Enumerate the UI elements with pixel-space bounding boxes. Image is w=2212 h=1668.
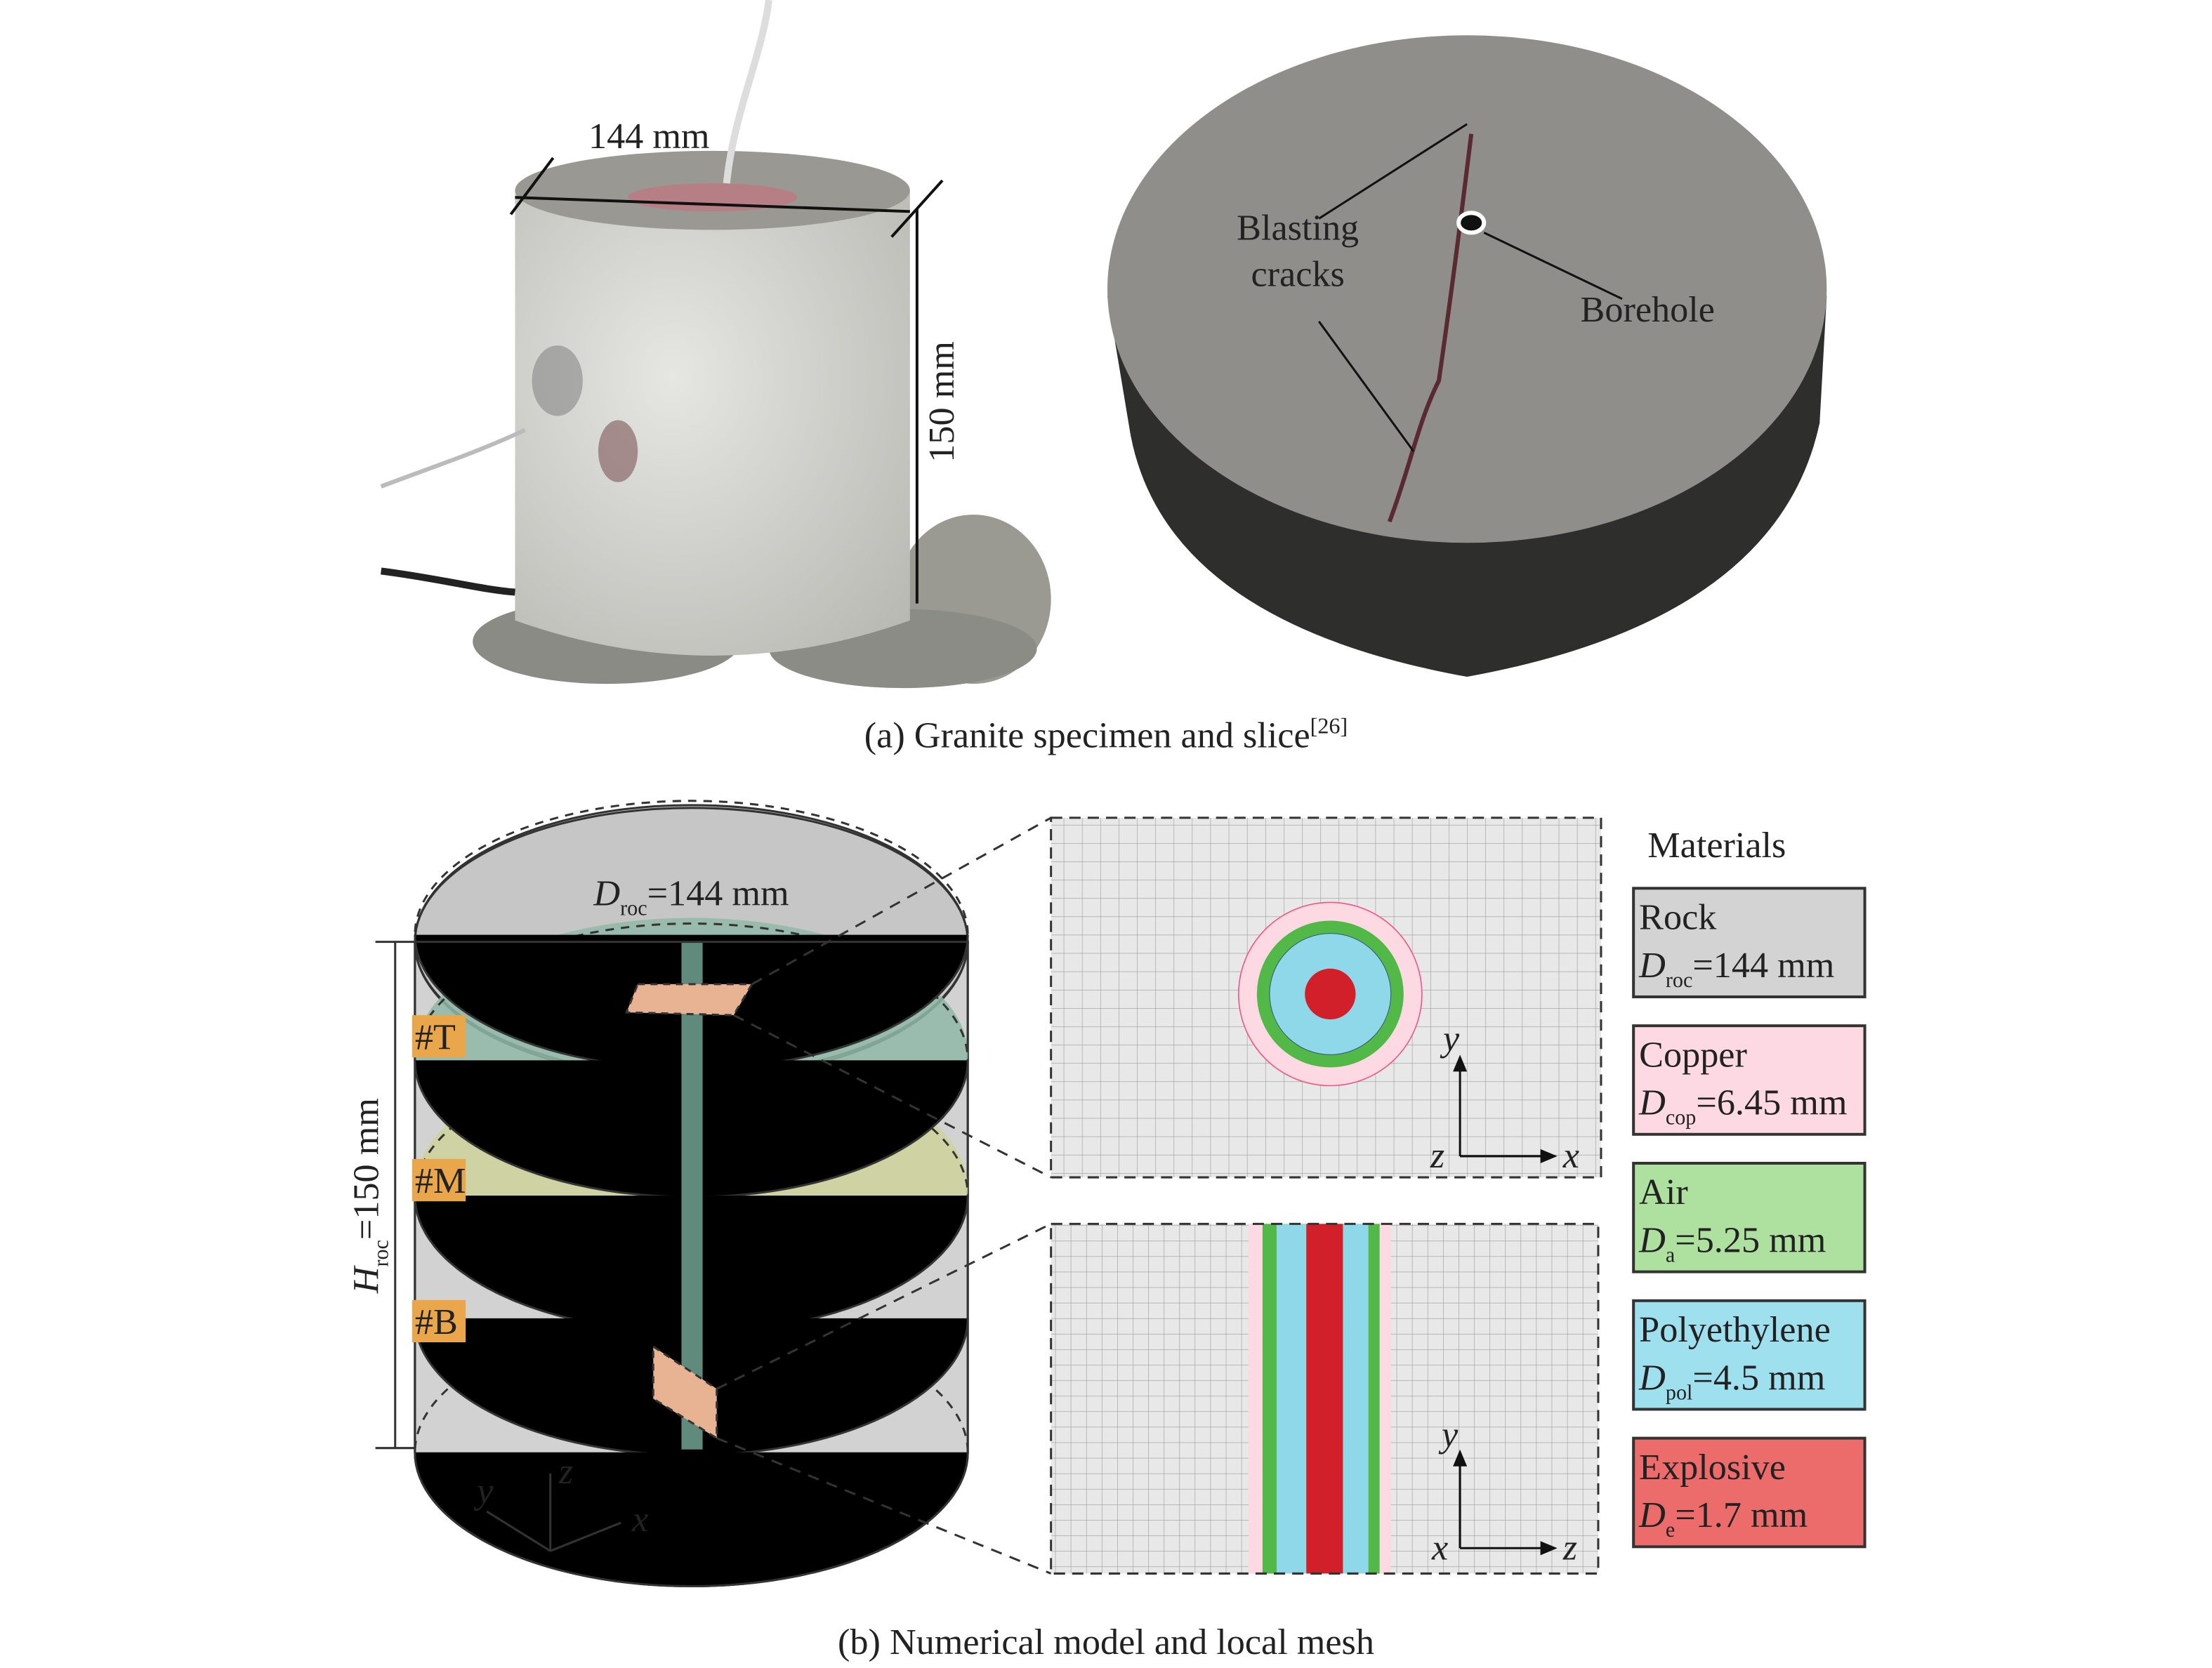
specimen-photo	[380, 0, 1051, 689]
subscript: roc	[369, 1240, 393, 1266]
value: =6.45 mm	[1696, 1083, 1847, 1123]
value: =5.25 mm	[1675, 1220, 1826, 1261]
axis-label: z	[1562, 1527, 1577, 1568]
symbol: D	[1638, 1083, 1666, 1123]
axis-label: y	[473, 1471, 494, 1511]
top-mesh	[1050, 816, 1602, 1179]
subscript: a	[1666, 1243, 1675, 1267]
axis-label: x	[1431, 1527, 1448, 1568]
value: =144 mm	[1692, 945, 1834, 986]
diameter-label: 144 mm	[588, 116, 710, 157]
section-badge	[412, 1015, 466, 1058]
model	[375, 800, 1052, 1588]
symbol: D	[1638, 945, 1666, 986]
caption-ref: [26]	[1310, 713, 1348, 738]
symbol: H	[346, 1264, 387, 1294]
section-labels: #T #M #B	[412, 1015, 466, 1343]
legend-box	[1632, 1299, 1867, 1411]
height-label: 150 mm	[921, 341, 962, 463]
subscript: cop	[1666, 1106, 1696, 1130]
axis-label: x	[1562, 1135, 1579, 1176]
value: =144 mm	[647, 873, 789, 913]
model-diameter: Droc=144 mm	[593, 873, 789, 920]
side-mesh	[1050, 1222, 1600, 1575]
value: =1.7 mm	[1675, 1495, 1808, 1535]
section-badge	[412, 1158, 466, 1202]
section-label: #B	[415, 1302, 458, 1342]
legend-name: Rock	[1639, 897, 1717, 938]
legend-name: Explosive	[1639, 1447, 1786, 1488]
caption-text: (a) Granite specimen and slice	[864, 715, 1310, 755]
section-label: #T	[415, 1017, 456, 1057]
legend-name: Air	[1639, 1172, 1688, 1212]
model-height: Hroc=150 mm	[346, 1098, 393, 1294]
section-badge	[412, 1299, 466, 1343]
value: =4.5 mm	[1692, 1357, 1825, 1398]
legend-value: Dcop=6.45 mm	[1638, 1083, 1847, 1130]
axis-label: y	[1440, 1018, 1460, 1059]
axis-label: z	[558, 1451, 573, 1492]
section-label: #M	[415, 1160, 466, 1201]
value: =150 mm	[346, 1098, 387, 1240]
legend-value: De=1.7 mm	[1638, 1495, 1808, 1542]
caption-a: (a) Granite specimen and slice[26]	[864, 713, 1348, 755]
axis-label: y	[1438, 1415, 1459, 1455]
subscript: roc	[620, 896, 647, 920]
subscript: pol	[1666, 1380, 1692, 1404]
legend-value: Da=5.25 mm	[1638, 1220, 1826, 1267]
crack-label: Blasting	[1237, 207, 1359, 248]
caption-b: (b) Numerical model and local mesh	[838, 1622, 1374, 1662]
symbol: D	[593, 873, 620, 913]
legend-name: Copper	[1639, 1034, 1747, 1075]
symbol: D	[1638, 1357, 1666, 1398]
legend-value: Droc=144 mm	[1638, 945, 1834, 992]
legend-box	[1632, 1161, 1867, 1273]
legend-name: Polyethylene	[1639, 1309, 1831, 1350]
legend-box	[1632, 1024, 1867, 1136]
subscript: roc	[1666, 968, 1692, 992]
symbol: D	[1638, 1495, 1666, 1535]
subscript: e	[1666, 1518, 1675, 1542]
legend-box	[1632, 1436, 1867, 1549]
axis-label: z	[1430, 1135, 1444, 1176]
borehole-label: Borehole	[1581, 289, 1715, 330]
legend-box	[1632, 887, 1867, 998]
legend-value: Dpol=4.5 mm	[1638, 1357, 1825, 1404]
slice-photo	[1107, 35, 1827, 677]
materials-title: Materials	[1647, 825, 1786, 866]
materials-legend: Rock Droc=144 mm Copper Dcop=6.45 mm Air Da=5…	[1632, 887, 1867, 1549]
axis-label: x	[631, 1499, 648, 1540]
crack-label: cracks	[1251, 254, 1344, 295]
symbol: D	[1638, 1220, 1666, 1261]
